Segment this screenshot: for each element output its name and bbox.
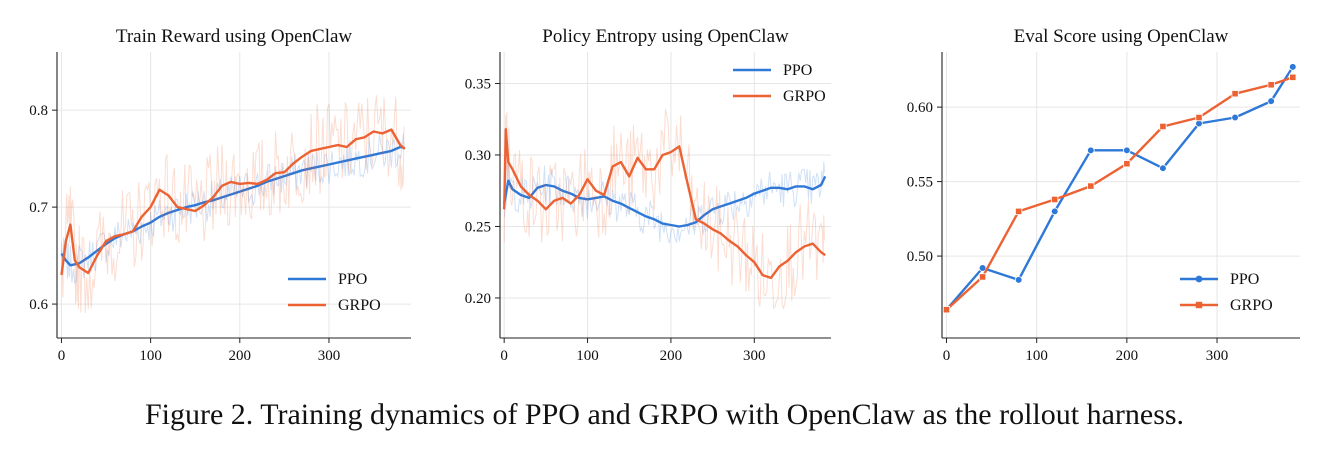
chart-title: Eval Score using OpenClaw — [1014, 26, 1229, 47]
legend-marker-ppo — [1195, 275, 1203, 283]
legend-label-grpo: GRPO — [338, 297, 381, 314]
y-tick-label: 0.8 — [29, 103, 48, 119]
eval-score-chart: 0 100 200 300 0.50 0.55 0.60 Eval Score using O… — [907, 26, 1300, 364]
grpo-point — [1267, 81, 1275, 89]
chart-title: Train Reward using OpenClaw — [116, 26, 353, 47]
ppo-raw-trace — [61, 133, 405, 285]
grpo-point — [942, 306, 951, 314]
legend: PPO GRPO — [288, 271, 381, 314]
y-tick-label: 0.6 — [29, 297, 48, 313]
legend-label-grpo: GRPO — [783, 88, 826, 105]
ppo-point — [1086, 146, 1095, 155]
legend-label-ppo: PPO — [1230, 271, 1259, 288]
y-tick-label: 0.50 — [907, 249, 933, 265]
x-tick-label: 0 — [943, 348, 951, 364]
ppo-point — [1123, 146, 1131, 155]
grpo-point — [1051, 195, 1059, 204]
x-tick-label: 200 — [1116, 348, 1139, 364]
grpo-point — [1123, 160, 1131, 168]
figure-caption: Figure 2. Training dynamics of PPO and G… — [144, 398, 1185, 431]
grpo-point — [1195, 113, 1203, 122]
ppo-line — [503, 175, 827, 228]
ppo-line — [60, 145, 406, 267]
ppo-point — [1014, 276, 1023, 284]
legend-label-ppo: PPO — [783, 62, 812, 79]
ppo-point — [1267, 97, 1275, 105]
ppo-point — [1288, 63, 1297, 71]
x-tick-label: 200 — [660, 348, 683, 364]
legend-marker-grpo — [1195, 301, 1203, 309]
ppo-point — [1231, 113, 1239, 122]
chart-title: Policy Entropy using OpenClaw — [542, 26, 789, 47]
x-tick-label: 0 — [58, 348, 66, 364]
grpo-point — [978, 273, 987, 281]
y-tick-label: 0.30 — [465, 148, 491, 164]
y-tick-label: 0.25 — [465, 219, 491, 235]
y-tick-label: 0.20 — [465, 291, 491, 307]
grpo-line — [503, 127, 826, 280]
x-tick-label: 0 — [500, 348, 508, 364]
legend: PPO GRPO — [1180, 271, 1273, 314]
x-tick-label: 300 — [743, 348, 766, 364]
y-tick-label: 0.60 — [907, 100, 933, 116]
ppo-point — [1159, 164, 1167, 172]
grpo-line — [60, 128, 406, 276]
policy-entropy-chart: 0 100 200 300 0.20 0.25 0.30 0.35 Policy Entropy… — [465, 26, 831, 364]
ppo-point — [978, 264, 987, 272]
ppo-raw-trace — [503, 161, 825, 244]
x-tick-label: 100 — [576, 348, 599, 364]
grpo-point — [1087, 182, 1095, 190]
x-tick-label: 200 — [229, 348, 252, 364]
legend: PPO GRPO — [733, 62, 826, 105]
y-tick-label: 0.7 — [29, 200, 48, 216]
x-tick-label: 100 — [1025, 348, 1048, 364]
y-tick-label: 0.55 — [907, 175, 933, 191]
grpo-point — [1289, 73, 1297, 81]
grpo-raw-trace — [61, 95, 405, 313]
ppo-point — [1050, 207, 1059, 216]
x-tick-label: 100 — [139, 348, 162, 364]
legend-label-ppo: PPO — [338, 271, 367, 288]
y-tick-label: 0.35 — [465, 76, 491, 92]
grpo-point — [1231, 90, 1239, 98]
grpo-point — [1159, 122, 1167, 131]
grpo-raw-trace — [503, 108, 825, 311]
x-tick-label: 300 — [318, 348, 341, 364]
train-reward-chart: 0 100 200 300 0.6 0.7 0.8 Train Reward using Op… — [29, 26, 411, 364]
legend-label-grpo: GRPO — [1230, 297, 1273, 314]
grpo-point — [1015, 207, 1023, 215]
x-tick-label: 300 — [1206, 348, 1229, 364]
